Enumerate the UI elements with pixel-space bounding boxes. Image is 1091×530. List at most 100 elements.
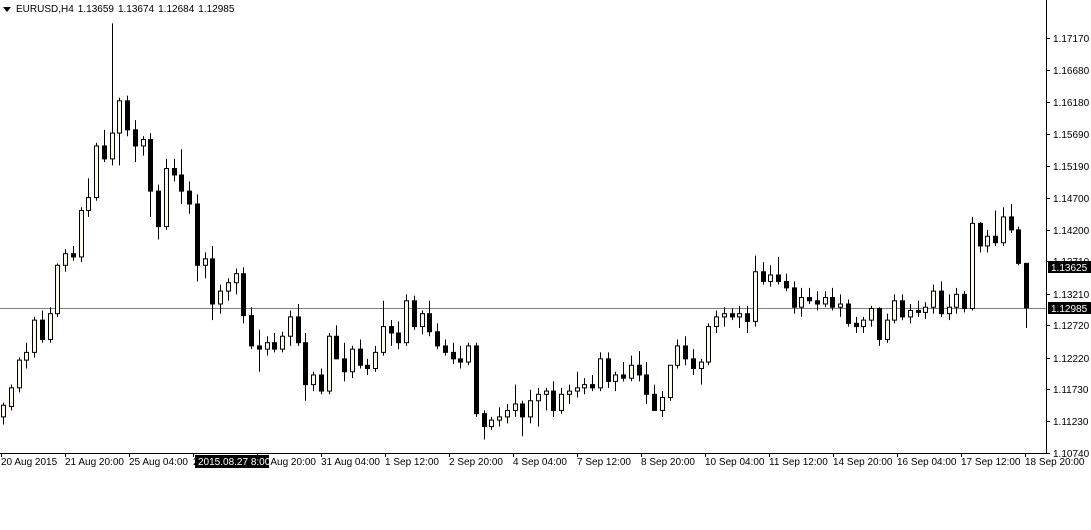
candle-bull xyxy=(706,326,711,363)
candle-bull xyxy=(838,303,843,308)
candle-bull xyxy=(9,387,14,408)
candle-bull xyxy=(559,393,564,411)
dropdown-triangle-icon[interactable] xyxy=(3,7,11,12)
candle-bear xyxy=(830,297,835,308)
candle-bull xyxy=(280,335,285,350)
y-tick-label: 1.13210 xyxy=(1053,290,1090,301)
candle-bear xyxy=(551,390,556,411)
candle-bear xyxy=(241,273,246,317)
candle-bull xyxy=(218,290,223,305)
candle-bear xyxy=(520,403,525,418)
y-tick-label: 1.17170 xyxy=(1053,34,1090,45)
candle-bear xyxy=(443,345,448,353)
candle-bull xyxy=(1,404,6,418)
candle-bear xyxy=(815,300,820,305)
candle-bull xyxy=(528,400,533,418)
candle-bull xyxy=(714,316,719,328)
candle-bull xyxy=(947,306,952,315)
y-tick-label: 1.12720 xyxy=(1053,321,1090,332)
candle-bear xyxy=(358,348,363,366)
candle-bull xyxy=(265,342,270,350)
chart-title-bar: EURUSD,H4 1.13659 1.13674 1.12684 1.1298… xyxy=(3,2,238,16)
candle-bear xyxy=(451,351,456,360)
high-value: 1.13674 xyxy=(117,3,155,15)
candle-bear xyxy=(776,274,781,282)
candle-bull xyxy=(24,351,29,361)
x-tick-label: 28 Aug 20:00 xyxy=(257,457,316,468)
candle-bear xyxy=(1016,229,1021,264)
x-tick-label: 1 Sep 12:00 xyxy=(385,457,439,468)
candle-bull xyxy=(799,297,804,308)
candle-bull xyxy=(629,364,634,379)
candle-bear xyxy=(993,235,998,244)
candle-bull xyxy=(404,300,409,344)
candle-bull xyxy=(668,364,673,399)
candle-bull xyxy=(17,359,22,389)
x-tick-label: 7 Sep 12:00 xyxy=(577,457,631,468)
candle-bull xyxy=(63,253,68,266)
candle-bear xyxy=(412,300,417,328)
time-tooltip: 2015.08.27 8:00 xyxy=(198,457,271,468)
y-tick-label: 1.10740 xyxy=(1053,449,1090,460)
candle-bull xyxy=(505,409,510,418)
candle-bear xyxy=(683,345,688,360)
candle-bear xyxy=(195,203,200,266)
x-tick-label: 25 Aug 04:00 xyxy=(129,457,188,468)
candle-bear xyxy=(900,300,905,318)
candle-bear xyxy=(691,358,696,370)
candle-bear xyxy=(854,322,859,328)
x-tick-label: 8 Sep 20:00 xyxy=(641,457,695,468)
candle-bull xyxy=(699,361,704,370)
candle-bull xyxy=(908,309,913,318)
candle-bear xyxy=(730,313,735,318)
candle-bear xyxy=(474,345,479,415)
candle-bear xyxy=(1024,262,1029,309)
candle-bear xyxy=(792,287,797,308)
candle-bull xyxy=(94,145,99,199)
candle-bear xyxy=(606,358,611,382)
candle-bear xyxy=(187,190,192,205)
candle-bull xyxy=(381,326,386,353)
candle-bull xyxy=(892,300,897,321)
time-tooltip-bg xyxy=(195,455,269,468)
candle-bull xyxy=(768,274,773,282)
candle-bear xyxy=(807,297,812,302)
candle-bear xyxy=(148,139,153,192)
low-value: 1.12684 xyxy=(158,3,195,15)
candle-bull xyxy=(489,419,494,428)
candle-bull xyxy=(373,351,378,370)
candle-bull xyxy=(567,390,572,395)
candle-bull xyxy=(675,345,680,366)
candle-bull xyxy=(861,319,866,328)
candle-bear xyxy=(962,293,967,310)
y-tick-label: 1.16680 xyxy=(1053,66,1090,77)
candle-bull xyxy=(141,139,146,147)
candle-bear xyxy=(621,374,626,379)
y-tick-label: 1.15690 xyxy=(1053,130,1090,141)
current-price-tag: 1.12985 xyxy=(1051,304,1088,315)
candle-bull xyxy=(954,293,959,308)
candle-bull xyxy=(869,308,874,321)
x-tick-label: 17 Sep 12:00 xyxy=(961,457,1021,468)
candle-bull xyxy=(582,384,587,389)
candle-bull xyxy=(466,345,471,363)
candle-bear xyxy=(652,393,657,411)
y-tick-label: 1.16180 xyxy=(1053,98,1090,109)
candle-bear xyxy=(156,190,161,228)
candle-bear xyxy=(939,290,944,315)
bid-price-tag: 1.13625 xyxy=(1051,263,1088,274)
y-tick-label: 1.14200 xyxy=(1053,226,1090,237)
candle-bear xyxy=(745,313,750,322)
x-tick-label: 14 Sep 20:00 xyxy=(833,457,893,468)
candle-bear xyxy=(877,308,882,340)
x-tick-label: 20 Aug 2015 xyxy=(1,457,58,468)
x-tick-label: 16 Sep 04:00 xyxy=(897,457,957,468)
symbol-period-label: EURUSD,H4 xyxy=(16,3,74,15)
candle-bear xyxy=(458,358,463,363)
candle-bear xyxy=(761,271,766,282)
candle-bull xyxy=(288,316,293,337)
current-price-tag-bg xyxy=(1048,302,1091,314)
candle-bull xyxy=(79,209,84,258)
